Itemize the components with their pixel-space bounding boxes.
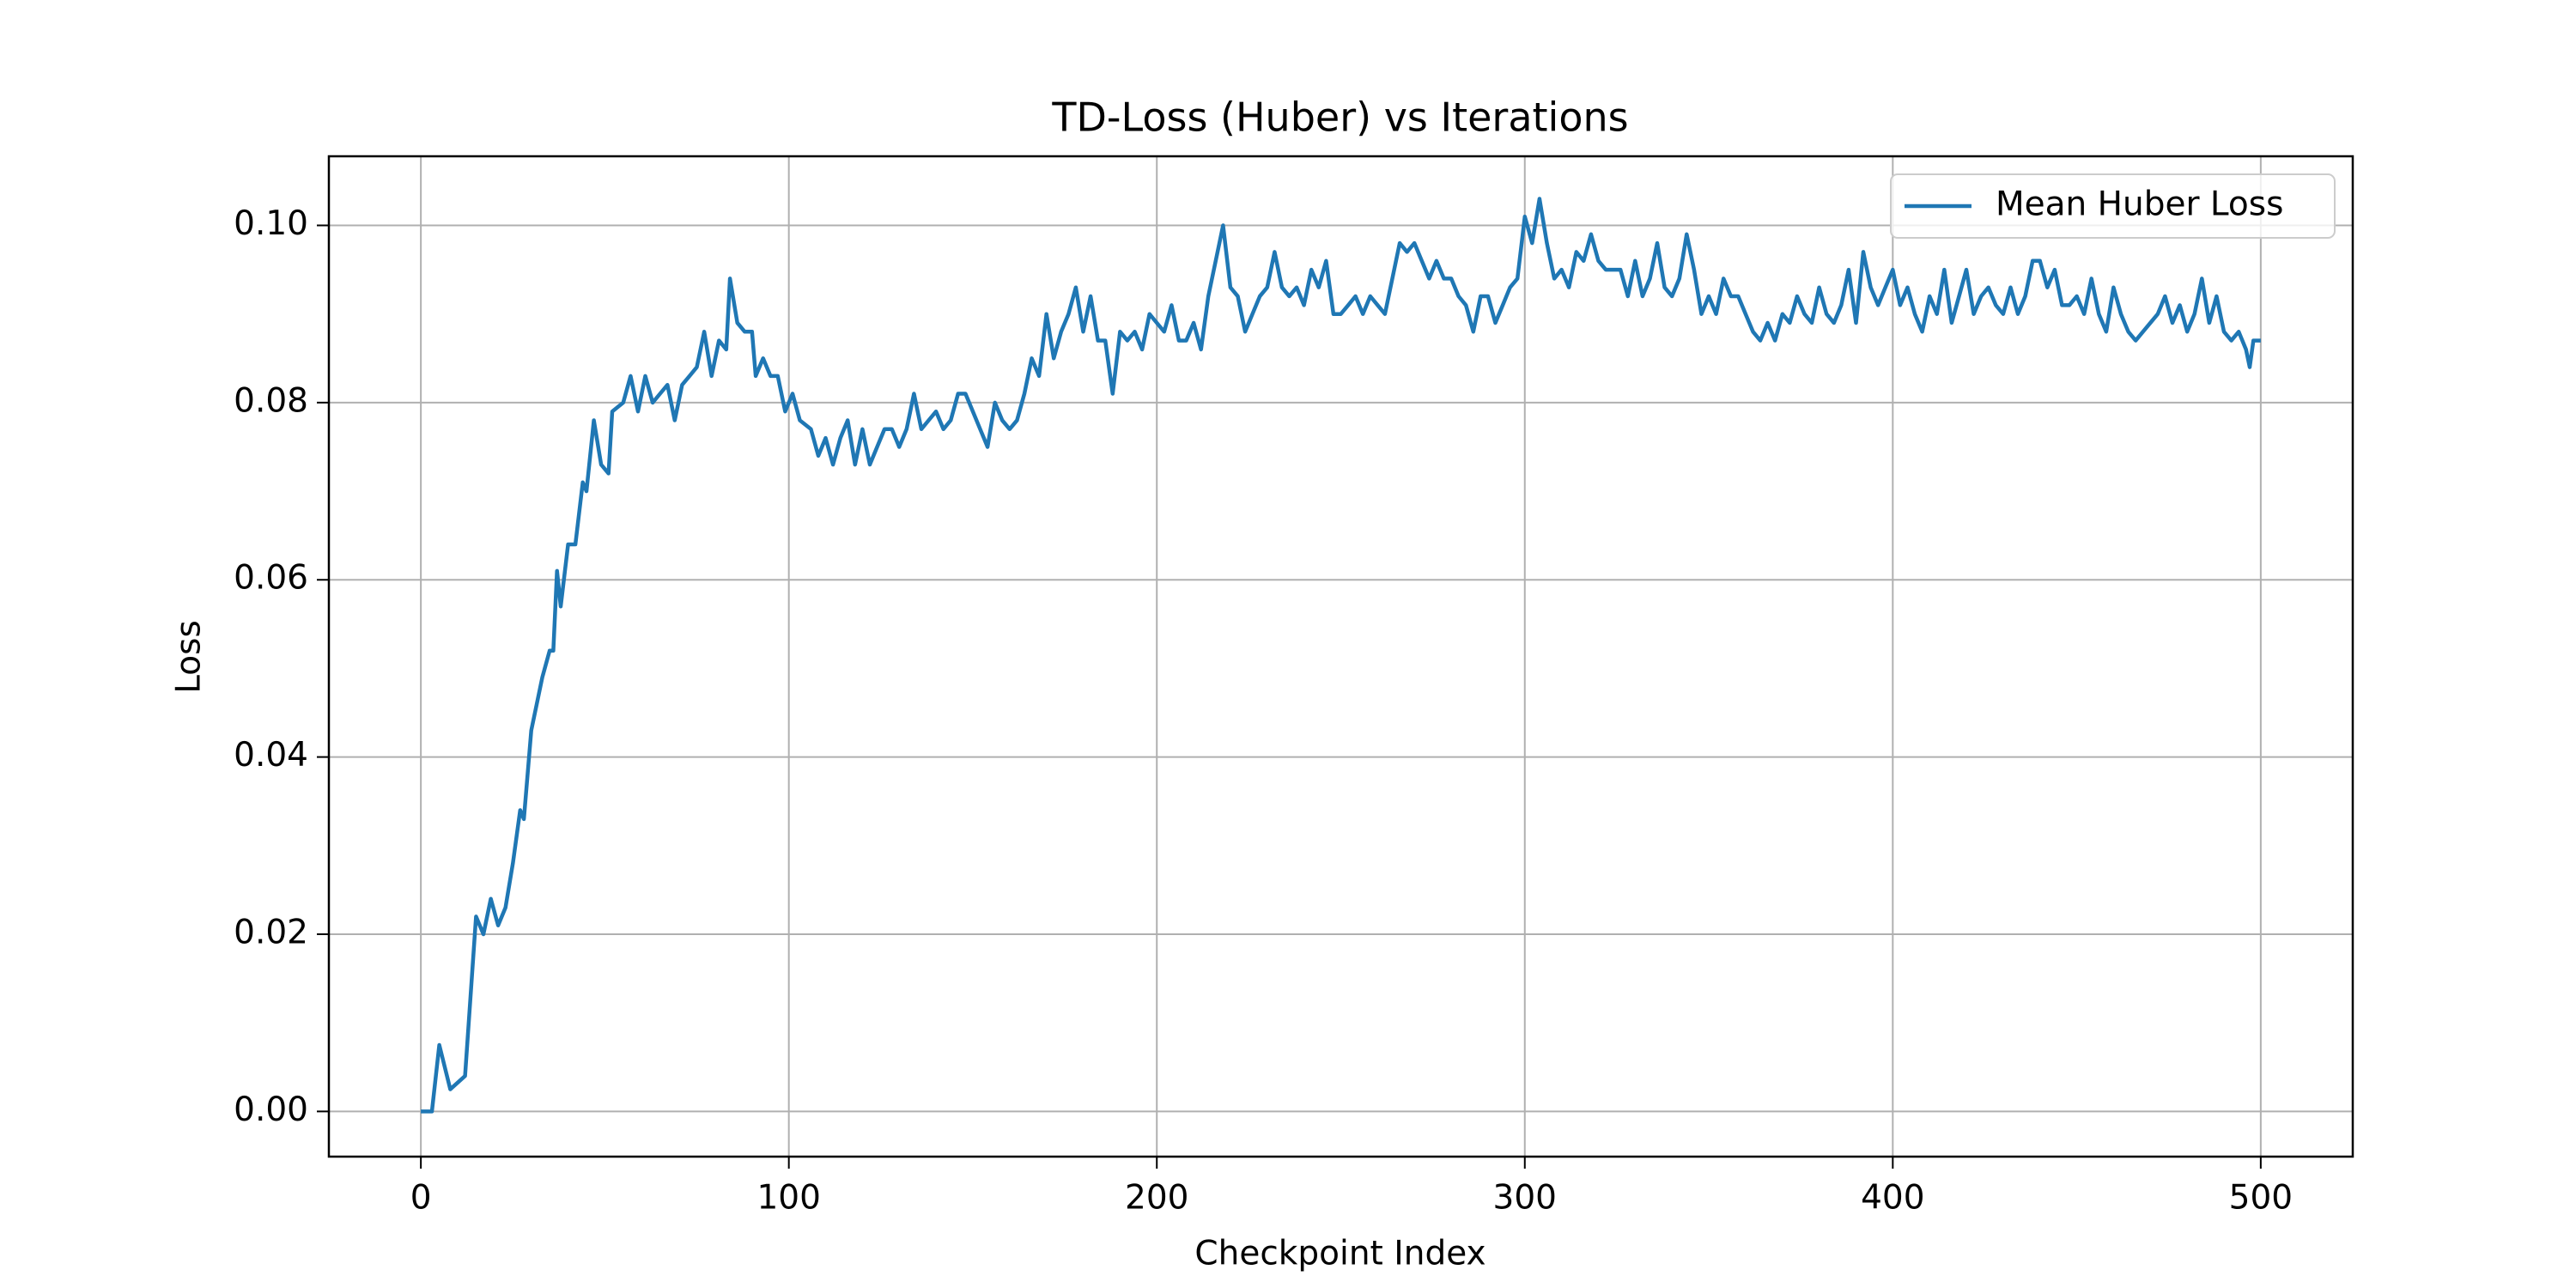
y-tick-label: 0.08 xyxy=(234,381,308,420)
x-tick-label: 500 xyxy=(2229,1179,2293,1218)
x-tick-label: 400 xyxy=(1861,1179,1924,1218)
chart-title: TD-Loss (Huber) vs Iterations xyxy=(1051,94,1628,141)
legend-box xyxy=(1890,173,2336,239)
x-tick-label: 200 xyxy=(1125,1179,1188,1218)
y-tick-label: 0.10 xyxy=(234,204,308,243)
y-tick-label: 0.02 xyxy=(234,913,308,951)
y-tick-label: 0.00 xyxy=(234,1091,308,1129)
x-tick-label: 100 xyxy=(756,1179,820,1218)
x-tick-label: 0 xyxy=(410,1179,432,1218)
y-tick-label: 0.04 xyxy=(234,736,308,775)
plot-frame xyxy=(327,155,2354,1158)
line-series xyxy=(421,197,2261,1114)
x-tick-label: 300 xyxy=(1493,1179,1557,1218)
y-tick-label: 0.06 xyxy=(234,559,308,598)
y-axis-label: Loss xyxy=(170,620,209,694)
legend-label: Mean Huber Loss xyxy=(1996,185,2283,224)
x-axis-label: Checkpoint Index xyxy=(1194,1235,1485,1273)
